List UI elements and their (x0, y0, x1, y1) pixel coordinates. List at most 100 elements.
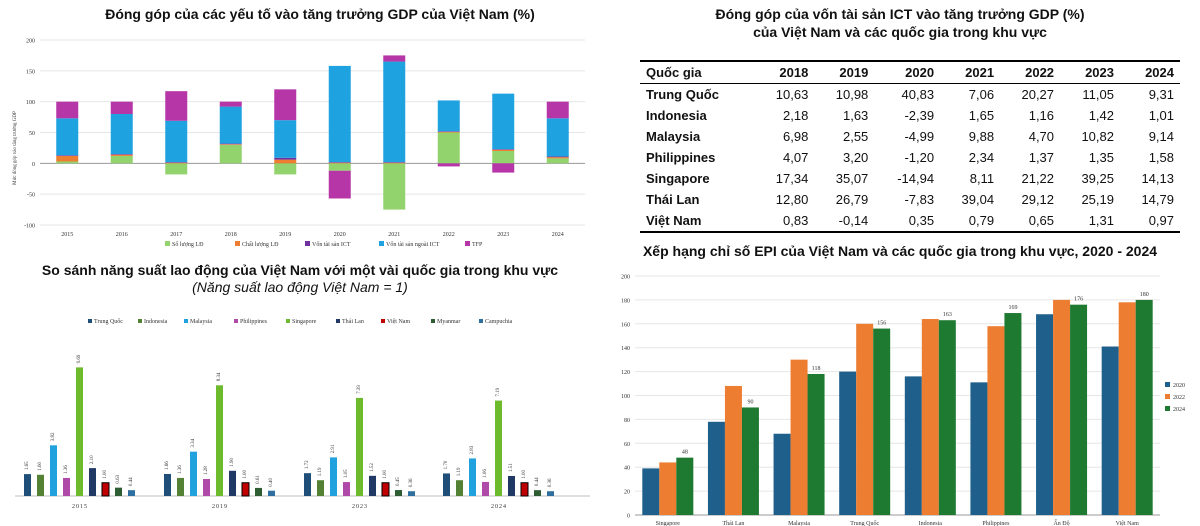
table-row: Indonesia 2,18 1,63 -2,39 1,65 1,16 1,42 1,01 (640, 105, 1180, 126)
legend-swatch (379, 241, 384, 246)
data-label: 0.44 (129, 477, 134, 486)
legend-label: Philippines (240, 319, 268, 325)
value-cell: 10,63 (775, 87, 809, 102)
data-label: 1.90 (230, 458, 235, 467)
epi-ranking-chart: 0 20 40 60 80 100 120 140 160 180 200 48 Singapore 90… (621, 275, 1185, 526)
stacked-bar-segment (546, 158, 569, 164)
productivity-bar (317, 480, 324, 496)
productivity-bar (241, 482, 250, 497)
value-cell: 0,79 (968, 213, 995, 228)
y-tick-label: 120 (621, 370, 630, 376)
value-cell: 1,01 (1148, 108, 1174, 123)
data-label: 1.70 (444, 460, 449, 469)
value-cell: 9,88 (968, 129, 995, 144)
stacked-bar-segment (437, 131, 460, 132)
data-label: 2.10 (90, 455, 95, 464)
stacked-bar-segment (328, 65, 351, 163)
value-cell: 0,97 (1148, 213, 1174, 228)
productivity-bar (520, 482, 529, 497)
data-label: 48 (682, 450, 688, 456)
y-tick-label: 180 (621, 298, 630, 304)
epi-bar (1053, 299, 1071, 515)
stacked-bar-segment (437, 163, 460, 167)
stacked-bar-segment (219, 106, 242, 144)
value-cell: 11,05 (1082, 87, 1114, 102)
value-cell: 25,19 (1081, 192, 1114, 207)
stacked-bar-segment (437, 100, 460, 132)
stacked-bar-segment (328, 162, 351, 163)
value-cell: 21,22 (1021, 171, 1055, 186)
legend-swatch (1165, 382, 1170, 387)
legend-swatch (465, 241, 470, 246)
legend-label: Singapore (292, 319, 317, 325)
epi-bar (659, 462, 677, 515)
productivity-bar (24, 474, 31, 496)
productivity-bar (177, 477, 184, 496)
data-label: 169 (1008, 305, 1017, 311)
legend-label: Chất lượng LĐ (242, 241, 279, 248)
productivity-bar (395, 490, 402, 496)
x-tick-label: 2015 (72, 504, 88, 510)
epi-bar (1118, 302, 1136, 515)
ict-contribution-table: Quốc gia 2018 2019 2020 2021 2022 2023 2024 Tru… (640, 60, 1180, 233)
productivity-bar (495, 400, 502, 496)
data-label: 0.61 (256, 475, 261, 484)
legend-swatch (165, 241, 170, 246)
stacked-bar-segment (110, 101, 133, 114)
epi-bar (987, 326, 1005, 515)
stacked-bar-segment (110, 154, 133, 155)
data-label: 1.52 (370, 463, 375, 472)
data-label: 156 (877, 321, 886, 327)
value-cell: -0,14 (838, 213, 869, 228)
legend-label: Vốn tài sản ICT (312, 241, 351, 248)
legend-label: Myanmar (437, 319, 460, 325)
gdp-chart-title: Đóng góp của các yếu tố vào tăng trưởng … (105, 6, 535, 22)
legend-swatch (1165, 406, 1170, 411)
epi-bar (773, 433, 791, 515)
legend-swatch (479, 319, 483, 323)
legend-swatch (336, 319, 340, 323)
epi-bar (790, 359, 808, 515)
data-label: 90 (747, 399, 753, 405)
stacked-bar-segment (56, 155, 79, 156)
productivity-chart-subtitle: (Năng suất lao động Việt Nam = 1) (192, 279, 408, 295)
productivity-bar (255, 487, 262, 496)
y-tick-label: 20 (624, 490, 630, 496)
y-tick-label: 100 (621, 394, 630, 400)
x-tick-label: 2019 (212, 504, 228, 510)
labor-productivity-chart: Trung Quốc Indonesia Malaysia Philippines Si… (15, 318, 590, 510)
data-label: 1.66 (165, 461, 170, 470)
data-label: 1.00 (243, 469, 248, 478)
table-header-cell: 2024 (1145, 65, 1174, 80)
x-tick-label: 2024 (491, 504, 507, 510)
y-axis-label: Mức đóng góp vào tăng trưởng GDP (13, 111, 18, 185)
data-label: 1.19 (457, 467, 462, 476)
x-tick-label: Việt Nam (1116, 521, 1139, 526)
y-tick-label: 200 (621, 275, 630, 281)
x-tick-label: 2021 (388, 232, 400, 238)
legend-swatch (431, 319, 435, 323)
x-tick-label: Singapore (656, 521, 681, 526)
stacked-bar-segment (383, 163, 406, 210)
legend-label: Thái Lan (342, 319, 364, 325)
value-cell: 0,35 (908, 213, 935, 228)
stacked-bar-segment (56, 155, 79, 162)
data-label: 1.60 (38, 462, 43, 471)
stacked-bar-segment (492, 149, 515, 151)
epi-bar (921, 319, 939, 515)
value-cell: 7,06 (968, 87, 995, 102)
value-cell: 8,11 (969, 171, 995, 186)
stacked-bar-segment (492, 163, 515, 173)
stacked-bar-segment (328, 163, 351, 171)
data-label: 180 (1140, 292, 1149, 298)
y-tick-label: 200 (26, 39, 35, 45)
value-cell: 1,37 (1028, 150, 1055, 165)
y-tick-label: 60 (624, 442, 630, 448)
table-row: Trung Quốc 10,63 10,98 40,83 7,06 20,27 11,05 9… (640, 84, 1180, 106)
value-cell: 26,79 (835, 192, 869, 207)
productivity-bar (369, 475, 376, 496)
epi-bar (904, 376, 922, 515)
stacked-bar-segment (546, 157, 569, 159)
x-tick-label: 2023 (497, 232, 509, 238)
stacked-bar-segment (56, 118, 79, 156)
